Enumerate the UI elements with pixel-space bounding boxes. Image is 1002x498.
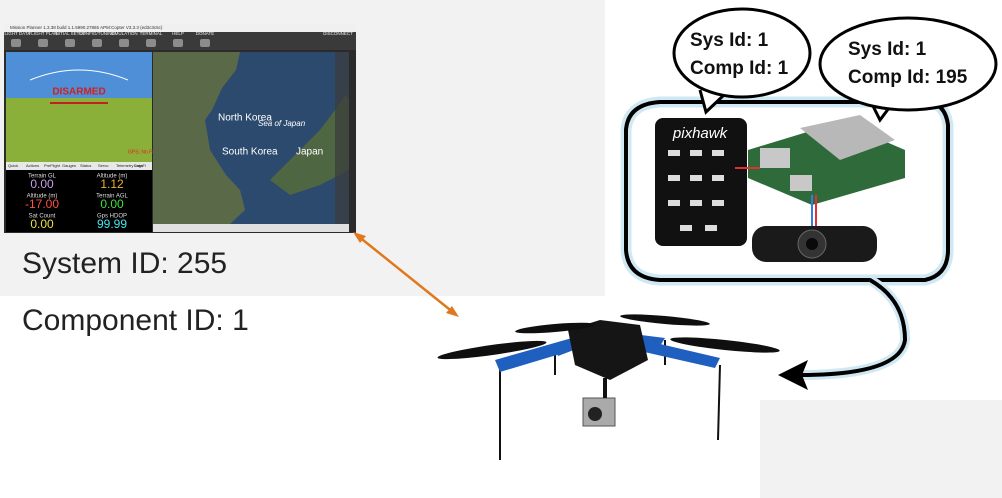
arrowhead	[353, 232, 366, 243]
pixhawk: pixhawk	[655, 118, 747, 246]
tab[interactable]: Telemetry Logs	[116, 163, 143, 168]
component-id: Component ID: 1	[22, 304, 249, 337]
readout-value: 1.12	[100, 177, 124, 191]
return-arrow	[799, 278, 908, 377]
readout-label: Sat Count	[29, 214, 56, 220]
right-panel	[760, 400, 1002, 498]
companion-computer	[735, 115, 905, 230]
menu-item[interactable]: INITIAL SETUP	[54, 31, 85, 36]
arrowhead	[446, 306, 459, 317]
link-arrow	[353, 232, 459, 317]
lens-center	[806, 238, 818, 250]
arrowhead	[778, 360, 808, 390]
readout-label: Gps HDOP	[97, 214, 127, 220]
menu-item[interactable]: HELP	[172, 31, 184, 36]
readout-label: Terrain GL	[28, 174, 57, 180]
camera-lens	[588, 407, 602, 421]
menu-item[interactable]: CONFIG/TUNING	[79, 31, 115, 36]
pixhawk-label: pixhawk	[672, 125, 729, 142]
menu-icon[interactable]	[146, 39, 156, 47]
readout-label: Altitude (m)	[27, 194, 58, 200]
hud-status: DISARMED	[52, 87, 105, 98]
webcam	[752, 226, 877, 262]
menu-icon[interactable]	[38, 39, 48, 47]
tab[interactable]: Quick	[8, 163, 18, 168]
sys-id: Sys Id: 1	[848, 39, 927, 60]
comp-id: Comp Id: 1	[690, 58, 789, 79]
land-mainland	[153, 52, 245, 224]
menu-item[interactable]: TERMINAL	[140, 31, 163, 36]
menu-item[interactable]: DONATE	[196, 31, 214, 36]
map-label: North Korea	[218, 113, 272, 124]
disconnect[interactable]: DISCONNECT	[323, 31, 353, 36]
menu-item[interactable]: FLIGHT PLAN	[29, 31, 58, 36]
system-id: System ID: 255	[22, 247, 227, 280]
drone	[437, 314, 780, 460]
bubble-body	[672, 7, 812, 99]
map-slider[interactable]	[335, 52, 349, 224]
land-japan	[270, 95, 349, 195]
readout-label: Altitude (m)	[97, 174, 128, 180]
readout-value: 0.00	[30, 177, 54, 191]
usb-port	[760, 148, 790, 168]
heatsink	[800, 115, 895, 160]
menu-item[interactable]: SIMULATION	[110, 31, 137, 36]
app-title: Mission Planner 1.3.38 build 1.1.5990.27…	[10, 25, 163, 30]
sys-id: Sys Id: 1	[690, 30, 769, 51]
menu-icon[interactable]	[173, 39, 183, 47]
bubble: Sys Id: 1 Comp Id: 195	[818, 16, 998, 123]
quick-panel	[6, 170, 152, 232]
map-label: Sea of Japan	[258, 119, 306, 128]
usb-port	[790, 175, 812, 191]
menu-icon[interactable]	[11, 39, 21, 47]
readout-value: 0.00	[30, 217, 54, 231]
hud-gps: GPS: No Fix	[128, 149, 156, 155]
menu-icon[interactable]	[65, 39, 75, 47]
bubble: Sys Id: 1 Comp Id: 1	[672, 7, 812, 115]
body	[568, 320, 648, 380]
titlebar	[4, 24, 356, 32]
arrow-line	[357, 235, 455, 314]
tab[interactable]: Servo	[98, 163, 109, 168]
mission-planner: Mission Planner 1.3.38 build 1.1.5990.27…	[2, 24, 356, 233]
loop	[624, 100, 950, 282]
menu-icon[interactable]	[92, 39, 102, 47]
tabbar	[6, 162, 152, 170]
readout-value: -17.00	[25, 197, 59, 211]
tabs: Quick Actions PreFlight Gauges Status Servo Te…	[8, 163, 146, 168]
onboard-loop	[620, 96, 954, 390]
map-label: South Korea	[222, 147, 278, 158]
hud-arc	[29, 69, 129, 81]
menu-icon[interactable]	[200, 39, 210, 47]
tab[interactable]: Status	[80, 163, 91, 168]
menu-icon[interactable]	[119, 39, 129, 47]
tab[interactable]: DataFl	[134, 163, 146, 168]
bubble-body	[818, 16, 998, 112]
readout-label: Terrain AGL	[96, 194, 128, 200]
hud-ground	[6, 98, 152, 162]
menu-item[interactable]: FLIGHT DATA	[2, 31, 31, 36]
tab[interactable]: Actions	[26, 163, 39, 168]
readout-value: 0.00	[100, 197, 124, 211]
map-toolbar	[153, 224, 349, 232]
tab[interactable]: Gauges	[62, 163, 76, 168]
map-label: Japan	[296, 147, 323, 158]
readout-value: 99.99	[97, 217, 127, 231]
comp-id: Comp Id: 195	[848, 67, 968, 88]
tab[interactable]: PreFlight	[44, 163, 61, 168]
